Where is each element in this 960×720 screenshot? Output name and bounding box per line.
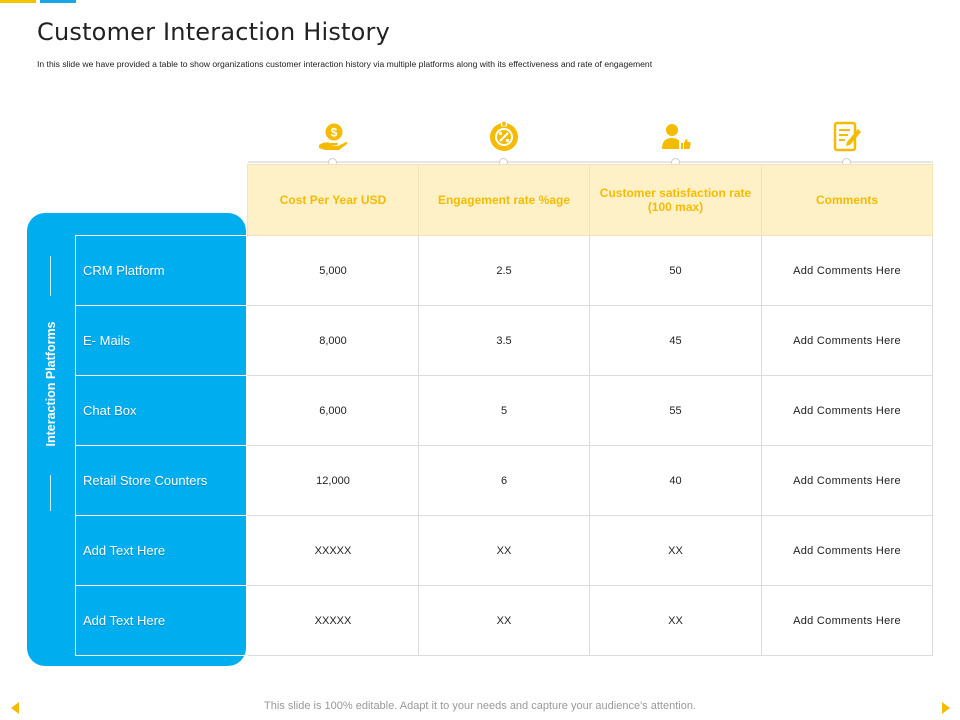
table-row: Add Text Here XXXXX XX XX Add Comments H… bbox=[75, 585, 933, 656]
header-comments: Comments bbox=[761, 164, 933, 236]
next-slide-icon[interactable] bbox=[942, 702, 950, 714]
user-thumbs-up-icon bbox=[660, 121, 692, 153]
comment-cell: Add Comments Here bbox=[761, 585, 933, 656]
engagement-cell: 5 bbox=[418, 375, 590, 446]
table-header-row: Cost Per Year USD Engagement rate %age C… bbox=[76, 164, 933, 236]
comment-cell: Add Comments Here bbox=[761, 515, 933, 586]
comment-cell: Add Comments Here bbox=[761, 375, 933, 446]
cost-cell: 12,000 bbox=[247, 445, 419, 516]
svg-text:$: $ bbox=[331, 126, 338, 140]
top-accent-blue bbox=[40, 0, 76, 3]
engagement-cell: 6 bbox=[418, 445, 590, 516]
row-label: E- Mails bbox=[75, 305, 248, 376]
money-hand-icon: $ bbox=[317, 121, 349, 153]
side-label: Interaction Platforms bbox=[44, 321, 58, 447]
engagement-cell: 3.5 bbox=[418, 305, 590, 376]
page-title: Customer Interaction History bbox=[37, 18, 391, 46]
table-row: Retail Store Counters 12,000 6 40 Add Co… bbox=[75, 445, 933, 516]
comment-cell: Add Comments Here bbox=[761, 445, 933, 516]
table-row: Chat Box 6,000 5 55 Add Comments Here bbox=[75, 375, 933, 446]
satisfaction-cell: XX bbox=[589, 515, 762, 586]
header-cost: Cost Per Year USD bbox=[247, 164, 419, 236]
satisfaction-cell: 40 bbox=[589, 445, 762, 516]
engagement-cell: XX bbox=[418, 585, 590, 656]
document-edit-icon bbox=[831, 121, 863, 153]
header-engagement: Engagement rate %age bbox=[418, 164, 590, 236]
cost-cell: XXXXX bbox=[247, 585, 419, 656]
page-subtitle: In this slide we have provided a table t… bbox=[37, 59, 653, 69]
row-label: Chat Box bbox=[75, 375, 248, 446]
icon-row-divider bbox=[248, 161, 933, 163]
header-blank bbox=[76, 165, 248, 236]
table-row: CRM Platform 5,000 2.5 50 Add Comments H… bbox=[75, 235, 933, 306]
table-row: Add Text Here XXXXX XX XX Add Comments H… bbox=[75, 515, 933, 586]
top-accent-yellow bbox=[0, 0, 36, 3]
header-satisfaction: Customer satisfaction rate (100 max) bbox=[589, 164, 762, 236]
percent-badge-icon bbox=[488, 121, 520, 153]
panel-divider-line bbox=[50, 256, 51, 296]
comment-cell: Add Comments Here bbox=[761, 235, 933, 306]
engagement-cell: XX bbox=[418, 515, 590, 586]
cost-cell: 6,000 bbox=[247, 375, 419, 446]
cost-cell: 5,000 bbox=[247, 235, 419, 306]
table-row: E- Mails 8,000 3.5 45 Add Comments Here bbox=[75, 305, 933, 376]
row-label: Add Text Here bbox=[75, 585, 248, 656]
panel-divider-line bbox=[50, 475, 51, 511]
satisfaction-cell: 55 bbox=[589, 375, 762, 446]
satisfaction-cell: XX bbox=[589, 585, 762, 656]
engagement-cell: 2.5 bbox=[418, 235, 590, 306]
previous-slide-icon[interactable] bbox=[11, 702, 19, 714]
row-label: Retail Store Counters bbox=[75, 445, 248, 516]
row-label: CRM Platform bbox=[75, 235, 248, 306]
row-label: Add Text Here bbox=[75, 515, 248, 586]
cost-cell: 8,000 bbox=[247, 305, 419, 376]
satisfaction-cell: 50 bbox=[589, 235, 762, 306]
interaction-table: Cost Per Year USD Engagement rate %age C… bbox=[75, 164, 933, 656]
footer-note: This slide is 100% editable. Adapt it to… bbox=[264, 700, 696, 712]
cost-cell: XXXXX bbox=[247, 515, 419, 586]
satisfaction-cell: 45 bbox=[589, 305, 762, 376]
comment-cell: Add Comments Here bbox=[761, 305, 933, 376]
